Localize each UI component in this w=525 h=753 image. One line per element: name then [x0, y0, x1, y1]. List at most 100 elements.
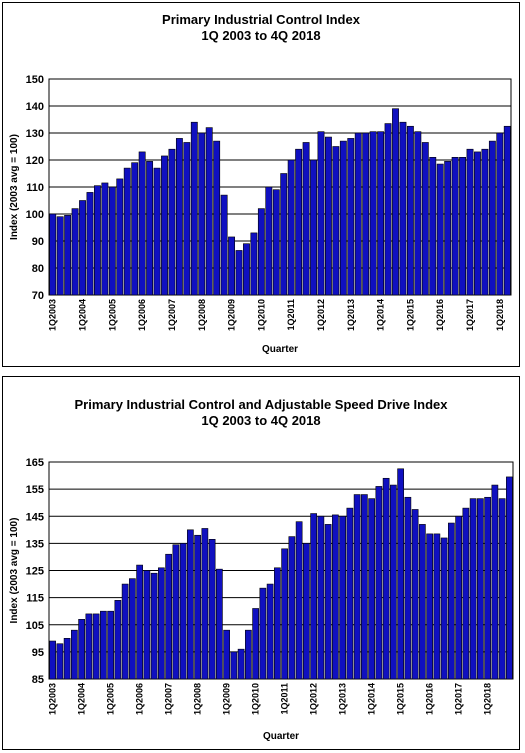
bar	[85, 613, 93, 680]
bar	[361, 494, 368, 680]
x-tick-label: 1Q2006	[137, 299, 147, 331]
bar	[406, 125, 414, 296]
bar	[477, 498, 484, 680]
bar	[404, 496, 412, 680]
chart-2-plot: 85 95 105 115 125 135 145 155 165 1Q2003 1Q2004 1Q2…	[9, 457, 514, 742]
bar	[325, 136, 332, 296]
bar	[303, 543, 310, 680]
bar	[481, 148, 489, 296]
y-tick-label: 150	[26, 74, 44, 86]
bar	[228, 236, 235, 296]
y-tick-label: 125	[26, 566, 44, 578]
x-tick-label: 1Q2016	[425, 683, 435, 715]
bar	[237, 648, 245, 680]
bar	[448, 522, 455, 680]
y-axis-label: Index (2003 avg = 100)	[9, 134, 20, 240]
x-tick-label: 1Q2012	[316, 299, 326, 331]
bar	[86, 192, 94, 296]
bar	[129, 578, 136, 680]
bar	[339, 140, 347, 296]
x-tick-label: 1Q2014	[367, 683, 377, 715]
y-tick-label: 155	[26, 484, 44, 496]
x-tick-label: 1Q2005	[107, 299, 117, 331]
bar	[190, 121, 198, 296]
bar	[317, 515, 325, 680]
bar	[56, 216, 64, 296]
y-tick-label: 165	[26, 457, 44, 469]
bar	[310, 159, 317, 296]
bar	[114, 600, 122, 680]
bar	[433, 533, 441, 680]
bar	[250, 232, 258, 296]
bar	[444, 161, 452, 296]
bar	[310, 513, 317, 680]
bar	[205, 127, 213, 296]
bar	[346, 507, 354, 680]
bar	[143, 570, 151, 680]
bar	[339, 515, 346, 680]
y-tick-label: 145	[26, 511, 44, 523]
bar	[223, 629, 230, 680]
y-axis-label: Index (2003 avg = 100)	[9, 518, 20, 624]
chart-2-subtitle: 1Q 2003 to 4Q 2018	[201, 413, 321, 428]
bar	[382, 477, 390, 680]
bar	[426, 533, 433, 680]
x-tick-label: 1Q2013	[346, 299, 356, 331]
chart-title-1: Primary Industrial Control Index 1Q 2003…	[3, 12, 519, 44]
bar	[136, 564, 143, 680]
bar	[179, 543, 187, 680]
bar	[245, 629, 252, 680]
bar	[392, 108, 399, 296]
y-tick-label: 105	[26, 620, 44, 632]
y-tick-label: 110	[26, 182, 44, 194]
bar	[257, 208, 265, 296]
bar	[150, 572, 158, 680]
chart-1-subtitle: 1Q 2003 to 4Q 2018	[201, 28, 321, 43]
x-axis-label: Quarter	[263, 731, 299, 742]
bar	[354, 132, 362, 296]
bar	[272, 189, 280, 296]
bar	[168, 148, 176, 296]
y-tick-label: 130	[26, 128, 44, 140]
bar	[384, 123, 392, 296]
y-tick-label: 85	[32, 674, 44, 686]
bar	[230, 651, 238, 680]
x-tick-label: 1Q2007	[164, 683, 174, 715]
y-tick-label: 115	[26, 593, 44, 605]
x-tick-label: 1Q2010	[251, 683, 261, 715]
bar	[165, 553, 172, 680]
bar	[302, 142, 310, 296]
bar	[107, 610, 114, 680]
bar	[324, 524, 332, 680]
bar	[100, 610, 107, 680]
bar	[161, 155, 168, 296]
x-tick-label: 1Q2018	[483, 683, 493, 715]
bar	[506, 476, 513, 680]
bar	[116, 178, 124, 296]
bar	[377, 131, 385, 296]
x-tick-label: 1Q2014	[376, 299, 386, 331]
bar	[187, 529, 194, 680]
bar	[123, 167, 131, 296]
bar	[220, 194, 228, 296]
x-tick-label: 1Q2003	[48, 683, 58, 715]
bar	[469, 498, 477, 680]
x-tick-label: 1Q2011	[286, 299, 296, 331]
x-tick-label: 1Q2006	[135, 683, 145, 715]
x-tick-label: 1Q2013	[338, 683, 348, 715]
bar	[399, 121, 407, 296]
x-axis-label: Quarter	[262, 344, 298, 355]
x-tick-label: 1Q2017	[465, 299, 475, 331]
x-tick-label: 1Q2008	[193, 683, 203, 715]
x-tick-label: 1Q2012	[309, 683, 319, 715]
bar	[274, 567, 281, 680]
bar	[459, 157, 466, 296]
bar	[216, 568, 223, 680]
bar	[369, 131, 377, 296]
bar	[63, 638, 71, 680]
bar	[175, 138, 183, 296]
x-tick-label: 1Q2015	[396, 683, 406, 715]
bar	[146, 161, 154, 296]
bar	[390, 484, 397, 680]
x-tick-label: 1Q2016	[435, 299, 445, 331]
